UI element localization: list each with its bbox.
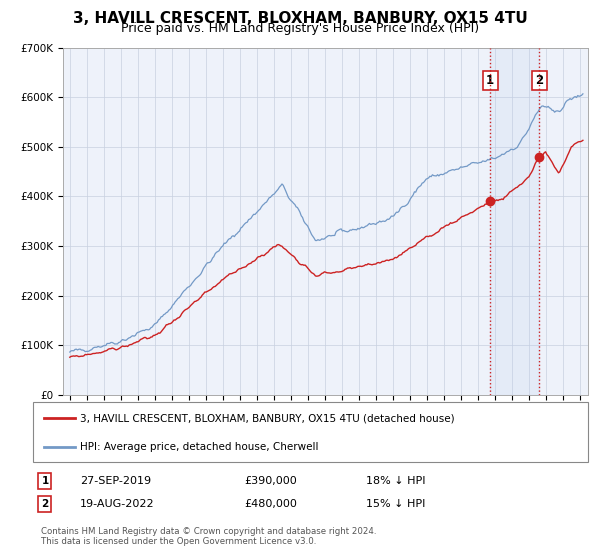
Text: 3, HAVILL CRESCENT, BLOXHAM, BANBURY, OX15 4TU (detached house): 3, HAVILL CRESCENT, BLOXHAM, BANBURY, OX… [80, 413, 455, 423]
Text: 2: 2 [41, 499, 49, 509]
Text: £390,000: £390,000 [244, 476, 296, 486]
Text: 1: 1 [486, 74, 494, 87]
Text: 18% ↓ HPI: 18% ↓ HPI [366, 476, 425, 486]
Text: HPI: Average price, detached house, Cherwell: HPI: Average price, detached house, Cher… [80, 442, 319, 452]
Text: 27-SEP-2019: 27-SEP-2019 [80, 476, 151, 486]
Text: 2: 2 [535, 74, 544, 87]
Text: £480,000: £480,000 [244, 499, 297, 509]
Bar [490, 48, 539, 395]
Text: 3, HAVILL CRESCENT, BLOXHAM, BANBURY, OX15 4TU: 3, HAVILL CRESCENT, BLOXHAM, BANBURY, OX… [73, 11, 527, 26]
Text: 19-AUG-2022: 19-AUG-2022 [80, 499, 155, 509]
Text: 15% ↓ HPI: 15% ↓ HPI [366, 499, 425, 509]
Text: Price paid vs. HM Land Registry's House Price Index (HPI): Price paid vs. HM Land Registry's House … [121, 22, 479, 35]
FancyBboxPatch shape [33, 402, 588, 462]
Text: Contains HM Land Registry data © Crown copyright and database right 2024.
This d: Contains HM Land Registry data © Crown c… [41, 527, 377, 546]
Text: 1: 1 [41, 476, 49, 486]
